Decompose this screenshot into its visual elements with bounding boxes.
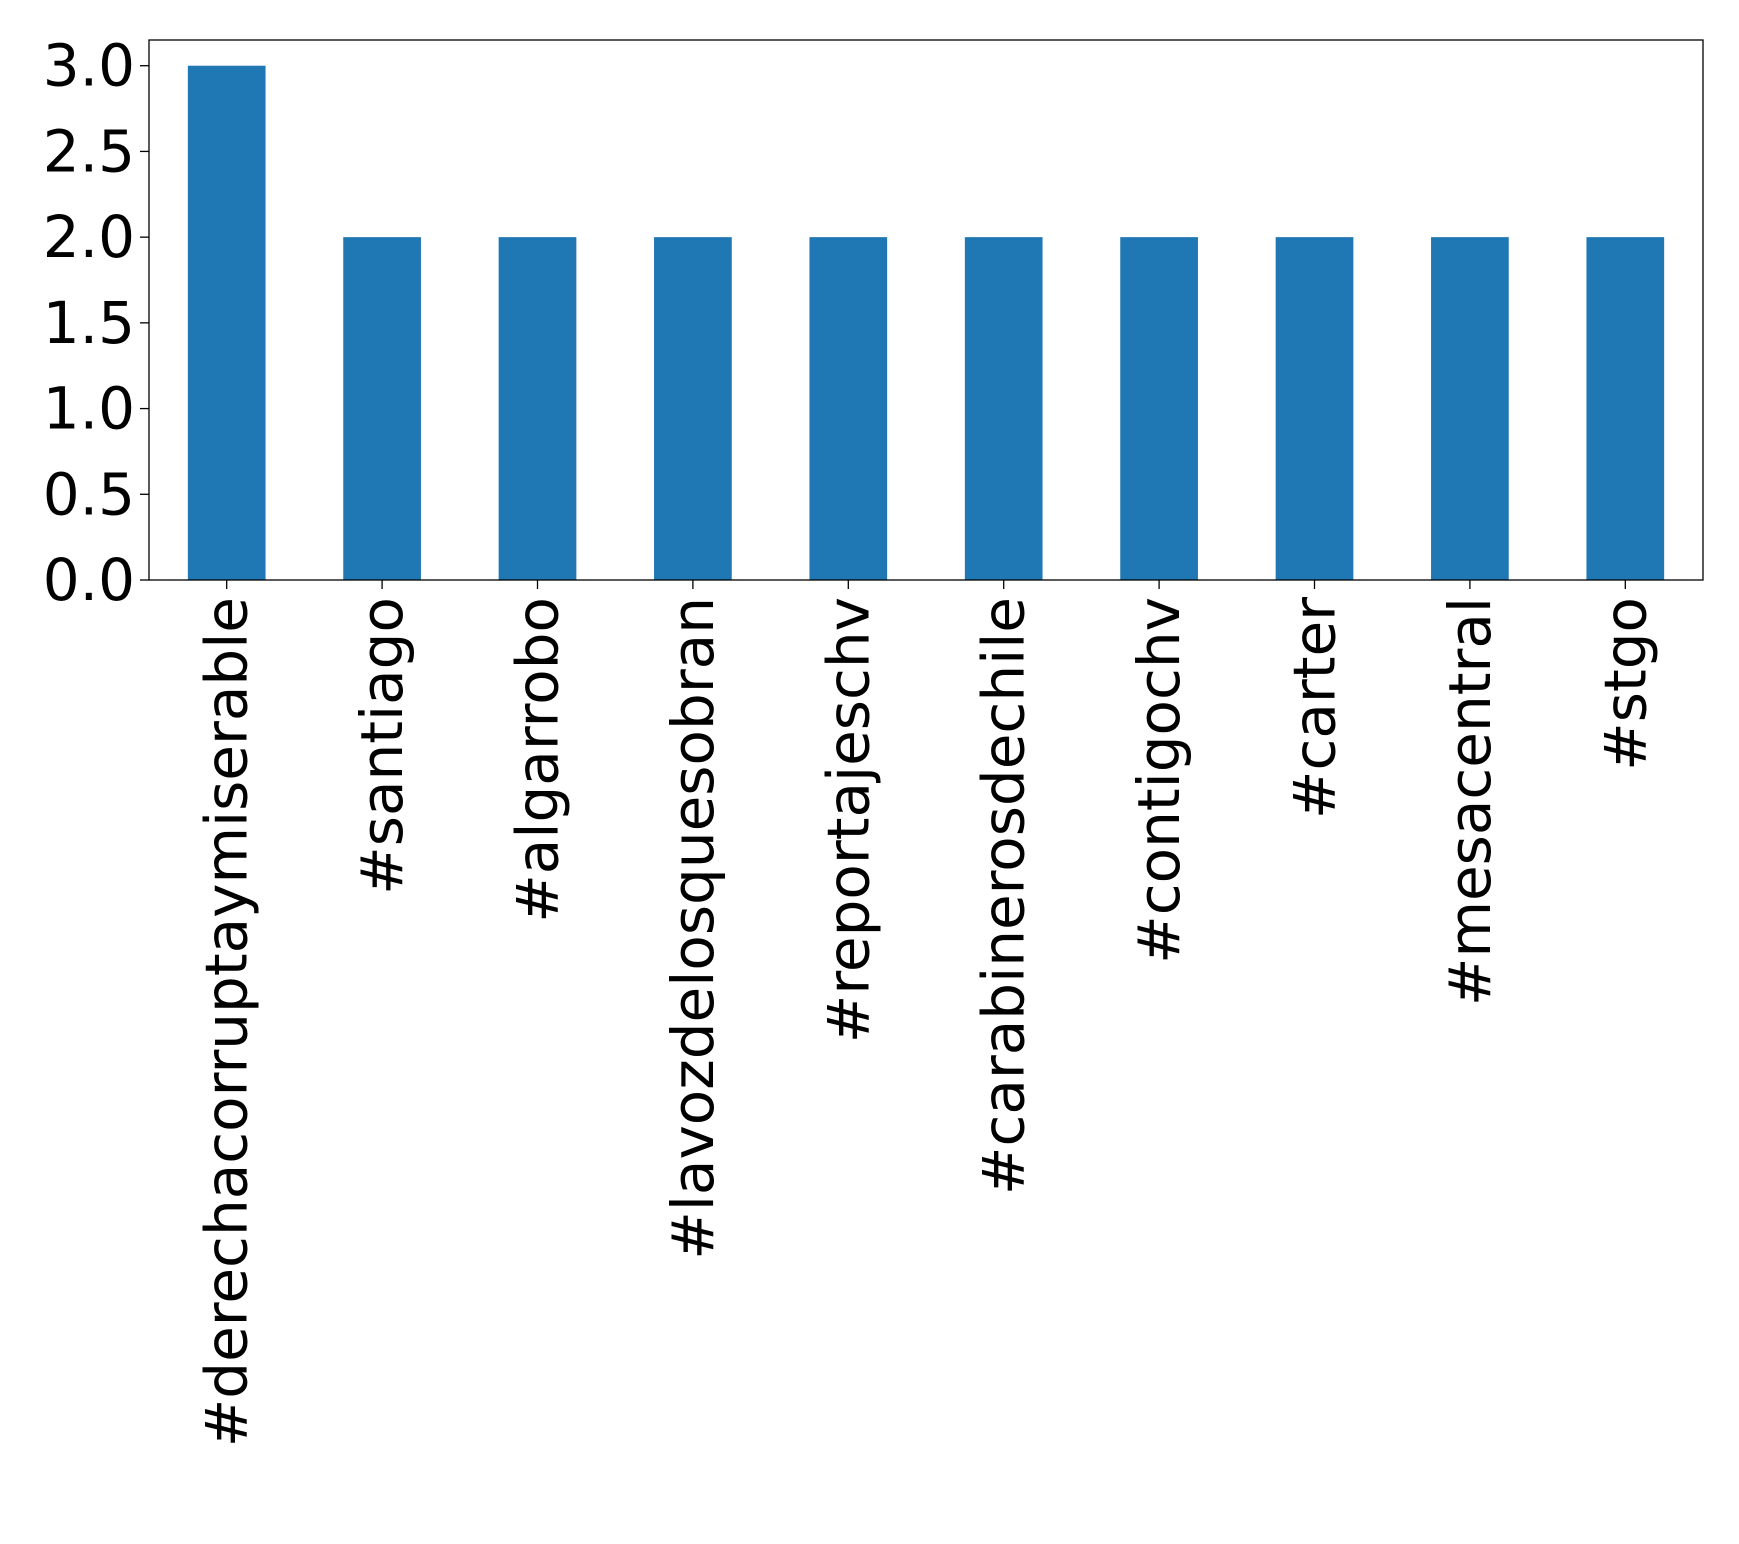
x-tick-label: #lavozdelosquesobran <box>659 597 727 1260</box>
axes-frame <box>148 39 1704 581</box>
y-tick-label: 3.0 <box>43 32 135 100</box>
y-tick-label: 2.0 <box>43 203 135 271</box>
x-tick-label: #carter <box>1281 597 1349 819</box>
x-tick-label: #mesacentral <box>1436 597 1504 1006</box>
x-tick-label: #derechacorruptaymiserable <box>193 597 261 1447</box>
bar <box>1586 237 1665 580</box>
x-tick-label: #reportajeschv <box>814 597 882 1043</box>
bar <box>654 237 732 580</box>
y-tick-label: 1.0 <box>43 375 135 443</box>
x-tick-label: #algarrobo <box>504 597 572 923</box>
y-tick-label: 0.5 <box>43 460 135 528</box>
y-tick-label: 0.0 <box>43 546 135 614</box>
bar <box>1275 237 1354 580</box>
y-tick-label: 1.5 <box>43 289 135 357</box>
bar <box>1431 237 1509 580</box>
y-axis-ticks: 0.0 0.5 1.0 1.5 2.0 2.5 3.0 <box>43 32 149 614</box>
bar <box>187 65 266 580</box>
axes-layer <box>148 39 1704 581</box>
bars-layer <box>187 65 1665 580</box>
y-tick-label: 2.5 <box>43 117 135 185</box>
bar <box>498 237 577 580</box>
bar <box>1120 237 1198 580</box>
x-tick-label: #stgo <box>1591 597 1659 771</box>
x-tick-label: #contigochv <box>1125 597 1193 964</box>
x-axis-ticks: #derechacorruptaymiserable #santiago #alga… <box>193 580 1659 1447</box>
bar <box>809 237 888 580</box>
bar <box>964 237 1043 580</box>
x-tick-label: #carabinerosdechile <box>970 597 1038 1195</box>
x-tick-label: #santiago <box>348 597 416 895</box>
bar <box>343 237 421 580</box>
